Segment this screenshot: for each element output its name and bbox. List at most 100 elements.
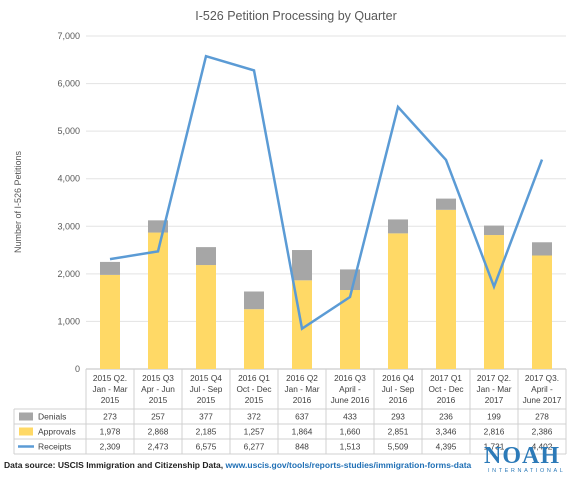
denials-bar [484,225,504,236]
data-label: 848 [295,442,309,452]
data-label: 1,660 [340,427,361,437]
x-category-label: April - [339,384,361,394]
legend-entry: Receipts [38,442,71,452]
data-label: 4,402 [532,442,553,452]
x-category-label: Jan - Mar [476,384,511,394]
x-category-label: 2015 [149,395,168,405]
data-label: 278 [535,412,549,422]
x-category-label: 2015 [197,395,216,405]
data-source-footer: Data source: USCIS Immigration and Citiz… [4,460,471,470]
data-label: 1,731 [484,442,505,452]
approvals-bar [100,274,120,369]
x-category-label: 2016 Q1 [238,373,270,383]
y-tick-label: 1,000 [57,316,80,326]
data-label: 637 [295,412,309,422]
data-label: 1,257 [244,427,265,437]
x-category-label: June 2016 [331,395,370,405]
denials-bar [292,250,312,281]
x-category-label: 2016 [437,395,456,405]
x-category-label: 2015 Q3 [142,373,174,383]
x-category-label: 2017 [485,395,504,405]
approvals-bar [196,265,216,369]
data-label: 2,309 [100,442,121,452]
legend-entry: Approvals [38,427,76,437]
data-label: 1,513 [340,442,361,452]
x-category-label: April - [531,384,553,394]
x-category-label: 2015 Q2. [93,373,127,383]
receipts-series-line [109,54,544,331]
x-category-label: 2017 Q1 [430,373,462,383]
x-category-label: 2016 Q4 [382,373,414,383]
x-category-label: 2015 Q4 [190,373,222,383]
data-label: 5,509 [388,442,409,452]
data-label: 4,395 [436,442,457,452]
x-category-label: 2017 Q3. [525,373,559,383]
data-label: 372 [247,412,261,422]
y-tick-label: 3,000 [57,221,80,231]
y-tick-label: 6,000 [57,79,80,89]
x-category-label: Jul - Sep [190,384,223,394]
data-label: 377 [199,412,213,422]
legend-key [19,412,33,421]
y-tick-label: 5,000 [57,126,80,136]
approvals-bar [532,255,552,369]
x-category-label: 2016 [389,395,408,405]
x-category-label: 2017 Q2. [477,373,511,383]
x-category-label: Jul - Sep [382,384,415,394]
data-label: 2,816 [484,427,505,437]
approvals-bar [388,233,408,369]
x-category-label: Oct - Dec [428,384,463,394]
denials-bar [436,198,456,210]
approvals-bar [244,309,264,369]
approvals-bar [148,232,168,369]
data-label: 2,386 [532,427,553,437]
x-category-label: 2016 [293,395,312,405]
legend-key [19,427,33,436]
source-link[interactable]: www.uscis.gov/tools/reports-studies/immi… [225,460,472,470]
data-label: 6,277 [244,442,265,452]
y-tick-label: 7,000 [57,31,80,41]
data-label: 293 [391,412,405,422]
denials-bar [532,242,552,256]
bars [100,198,552,369]
x-category-label: 2015 [101,395,120,405]
x-category-label: June 2017 [523,395,562,405]
data-label: 236 [439,412,453,422]
denials-bar [100,261,120,275]
noah-logo: NOAH INTERNATIONAL [484,444,576,476]
legend-entry: Denials [38,412,66,422]
data-label: 273 [103,412,117,422]
logo-subtitle: INTERNATIONAL [488,468,566,474]
logo-word: NOAH [484,443,560,469]
x-category-label: Jan - Mar [92,384,127,394]
chart-title: I-526 Petition Processing by Quarter [195,9,397,23]
y-tick-label: 2,000 [57,269,80,279]
y-tick-label: 0 [75,364,80,374]
data-label: 1,864 [292,427,313,437]
source-label: Data source: USCIS Immigration and Citiz… [4,460,224,470]
denials-bar [244,291,264,310]
data-label: 433 [343,412,357,422]
x-category-label: 2015 [245,395,264,405]
y-axis-label: Number of I-526 Petitions [13,150,23,253]
x-category-label: 2016 Q3 [334,373,366,383]
x-category-label: 2016 Q2 [286,373,318,383]
y-axis-ticks: 0 1,000 2,000 3,000 4,000 5,000 6,000 7,000 [57,31,80,374]
y-tick-label: 4,000 [57,174,80,184]
data-label: 2,473 [148,442,169,452]
data-label: 6,575 [196,442,217,452]
approvals-bar [484,235,504,369]
data-label: 1,978 [100,427,121,437]
approvals-bar [436,209,456,369]
x-category-label: Jan - Mar [284,384,319,394]
denials-bar [388,219,408,234]
receipts-line [109,54,544,331]
data-label: 2,185 [196,427,217,437]
x-category-label: Apr - Jun [141,384,175,394]
data-label: 2,851 [388,427,409,437]
data-label: 3,346 [436,427,457,437]
data-label: 199 [487,412,501,422]
data-label: 257 [151,412,165,422]
